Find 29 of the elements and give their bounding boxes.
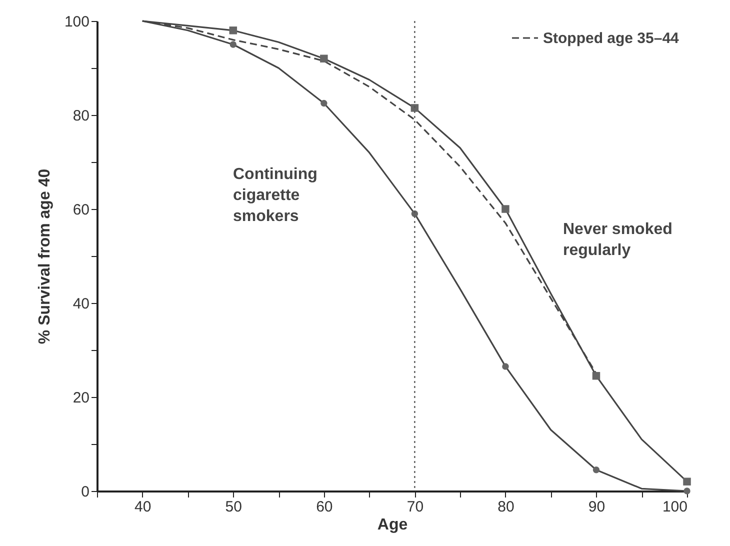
x-tick-label: 60: [316, 498, 333, 516]
x-tick-label: 50: [225, 498, 242, 516]
point: [320, 54, 328, 62]
x-tick-label: 40: [134, 498, 152, 516]
y-tick-label: 0: [81, 484, 90, 500]
annotation: Continuing cigarette smokers: [233, 166, 318, 225]
x-tick-label: 80: [498, 498, 514, 516]
y-tick-label: 100: [64, 14, 90, 30]
point: [592, 466, 600, 474]
y-axis-title: % Survival from age 40: [36, 168, 54, 344]
point: [320, 100, 328, 107]
y-tick-label: 40: [72, 296, 90, 312]
point: [684, 488, 690, 494]
point: [410, 104, 419, 112]
point: [502, 363, 509, 370]
point: [229, 26, 238, 34]
point: [592, 372, 600, 380]
y-tick-label: 20: [72, 390, 90, 406]
annotation: Never smoked regularly: [563, 221, 672, 259]
x-tick-label: 90: [588, 498, 606, 516]
x-tick-label: 70: [406, 498, 424, 516]
x-tick-label: 100: [662, 498, 688, 516]
point: [230, 41, 237, 48]
point: [502, 205, 510, 213]
x-axis-title: Age: [377, 516, 408, 534]
legend-label: Stopped age 35–44: [543, 30, 680, 47]
y-tick-label: 80: [72, 108, 90, 124]
y-tick-label: 60: [72, 202, 90, 218]
point: [683, 478, 691, 486]
